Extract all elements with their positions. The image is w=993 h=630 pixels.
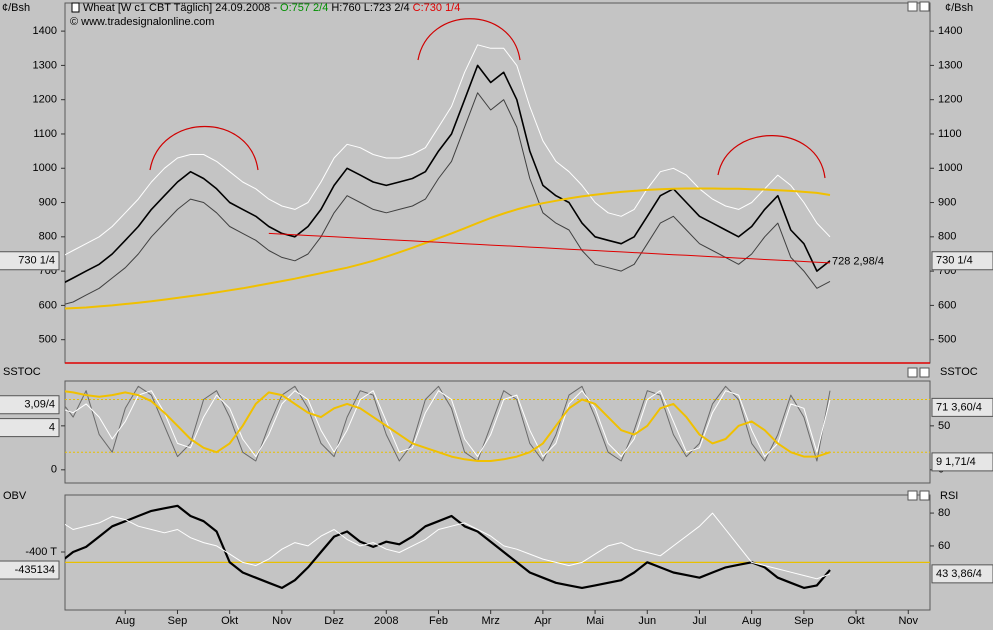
value-marker-label: 71 3,60/4: [936, 401, 982, 413]
y-unit-right: ¢/Bsh: [945, 2, 973, 14]
window-button[interactable]: [907, 490, 918, 501]
panel-title: SSTOC: [3, 366, 41, 378]
y-tick-label-right: 1000: [938, 162, 962, 174]
y-tick-label-right: 600: [938, 299, 956, 311]
value-marker: [931, 397, 993, 417]
y-tick-label: 500: [39, 334, 57, 346]
y-tick-label: 900: [39, 196, 57, 208]
series-line: [65, 44, 831, 256]
series-icon: [71, 2, 80, 13]
x-tick-label: Okt: [221, 615, 238, 627]
arc: [149, 126, 259, 171]
y-tick-label-right: 500: [938, 334, 956, 346]
x-tick-label: Apr: [534, 615, 551, 627]
value-marker-label: 730 1/4: [936, 255, 973, 267]
x-tick-label: Mai: [586, 615, 604, 627]
stoch-panel: [64, 380, 931, 484]
value-marker-label: 9 1,71/4: [936, 456, 976, 468]
y-tick-label: 800: [39, 231, 57, 243]
plot: [65, 44, 831, 310]
window-button[interactable]: [919, 1, 930, 12]
y-tick-label: 0: [51, 464, 57, 476]
annotation: 728 2,98/4: [832, 255, 884, 267]
panel-title-right: SSTOC: [940, 366, 978, 378]
y-tick-label: 1400: [33, 25, 57, 37]
series-line: [65, 504, 831, 589]
x-tick-label: Dez: [324, 615, 344, 627]
instrument: Wheat [W c1 CBT Täglich] 24.09.2008 -: [83, 2, 277, 14]
x-tick-label: 2008: [374, 615, 398, 627]
y-tick-label: 600: [39, 299, 57, 311]
price-panel: [64, 2, 931, 364]
header: Wheat [W c1 CBT Täglich] 24.09.2008 - O:7…: [83, 2, 460, 14]
window-button[interactable]: [907, 1, 918, 12]
series-line: [65, 390, 831, 462]
y-tick-label-right: 1300: [938, 59, 962, 71]
obv-panel: [64, 494, 931, 611]
x-tick-label: Jul: [692, 615, 706, 627]
window-button[interactable]: [919, 490, 930, 501]
value-marker-label: 4: [49, 422, 55, 434]
y-tick-label-right: 900: [938, 196, 956, 208]
open-value: O:757 2/4: [280, 2, 328, 14]
plot: [65, 385, 930, 462]
value-marker: [0, 560, 60, 580]
pattern-arcs: [149, 18, 826, 179]
y-tick-label-right: 50: [938, 420, 950, 432]
value-marker: [0, 251, 60, 271]
close-value: C:730 1/4: [413, 2, 461, 14]
value-marker-label: 43 3,86/4: [936, 568, 982, 580]
series-line: [65, 512, 831, 580]
y2-tick-label: 60: [938, 540, 950, 552]
y-tick-label: 1000: [33, 162, 57, 174]
x-tick-label: Okt: [848, 615, 865, 627]
x-tick-label: Sep: [794, 615, 814, 627]
x-tick-label: Nov: [272, 615, 292, 627]
x-tick-label: Mrz: [482, 615, 500, 627]
arc: [417, 18, 521, 61]
y-unit-left: ¢/Bsh: [2, 2, 30, 14]
y-tick-label: -400 T: [25, 546, 57, 558]
series-line: [65, 64, 831, 284]
y-tick-label-right: 1200: [938, 94, 962, 106]
window-button[interactable]: [919, 367, 930, 378]
x-tick-label: Sep: [168, 615, 188, 627]
arc: [717, 135, 826, 179]
x-tick-label: Jun: [638, 615, 656, 627]
high-low-value: H:760 L:723 2/4: [331, 2, 409, 14]
y-tick-label: 1200: [33, 94, 57, 106]
value-marker: [931, 564, 993, 584]
y-tick-label-right: 1100: [938, 128, 962, 140]
y2-tick-label: 80: [938, 507, 950, 519]
y-tick-label-right: 1400: [938, 25, 962, 37]
value-marker-label: 730 1/4: [18, 255, 55, 267]
value-marker: [0, 395, 60, 415]
panel-title-right: RSI: [940, 490, 958, 502]
y-tick-label: 1300: [33, 59, 57, 71]
x-tick-label: Aug: [115, 615, 135, 627]
plot: [65, 504, 930, 589]
x-tick-label: Nov: [898, 615, 918, 627]
series-line: [65, 187, 831, 310]
panel-title: OBV: [3, 490, 27, 502]
window-buttons[interactable]: [907, 1, 930, 501]
x-tick-label: Feb: [429, 615, 448, 627]
source: © www.tradesignalonline.com: [70, 16, 214, 28]
value-marker: [931, 251, 993, 271]
value-marker-label: 3,09/4: [24, 399, 55, 411]
series-line: [268, 232, 831, 264]
x-tick-label: Aug: [742, 615, 762, 627]
value-marker: [931, 452, 993, 472]
series-line: [65, 390, 831, 458]
y-tick-label: 1100: [33, 128, 57, 140]
series-line: [65, 92, 831, 305]
window-button[interactable]: [907, 367, 918, 378]
value-marker-label: -435134: [15, 564, 55, 576]
value-marker: [0, 418, 60, 438]
y-tick-label-right: 800: [938, 231, 956, 243]
